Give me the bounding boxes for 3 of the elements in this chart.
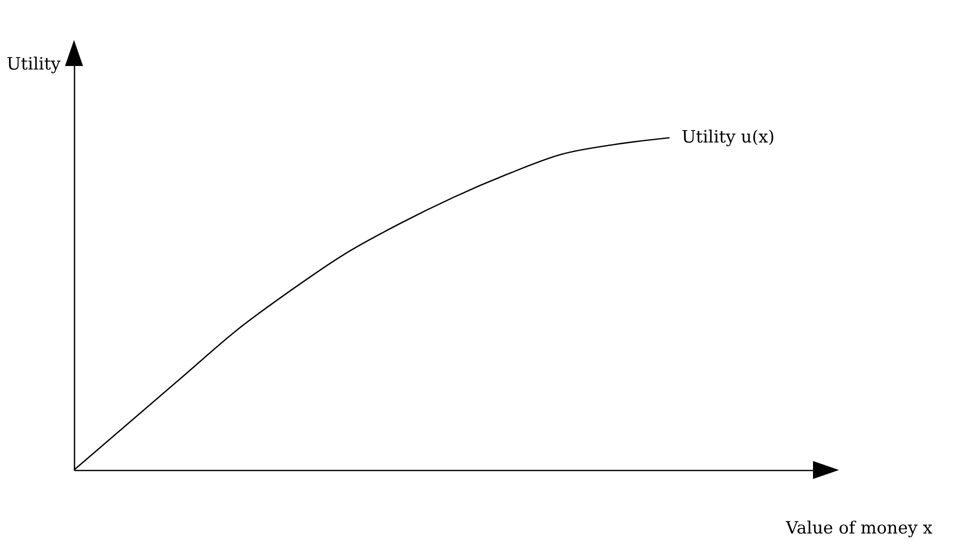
series-label: Utility u(x): [682, 128, 775, 148]
y-axis-title: Utility: [6, 54, 61, 74]
x-axis-title: Value of money x: [784, 518, 933, 538]
